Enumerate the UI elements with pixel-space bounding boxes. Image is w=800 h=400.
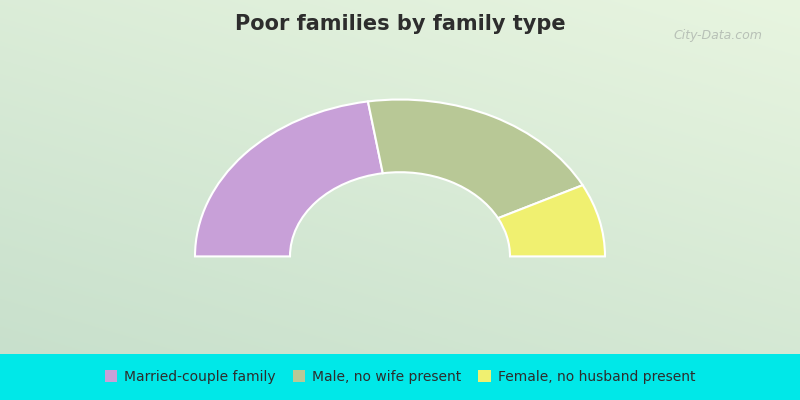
- Legend: Married-couple family, Male, no wife present, Female, no husband present: Married-couple family, Male, no wife pre…: [101, 366, 699, 388]
- Wedge shape: [498, 185, 605, 256]
- Wedge shape: [195, 102, 382, 256]
- Text: City-Data.com: City-Data.com: [674, 29, 762, 42]
- Wedge shape: [368, 100, 582, 218]
- Text: Poor families by family type: Poor families by family type: [234, 14, 566, 34]
